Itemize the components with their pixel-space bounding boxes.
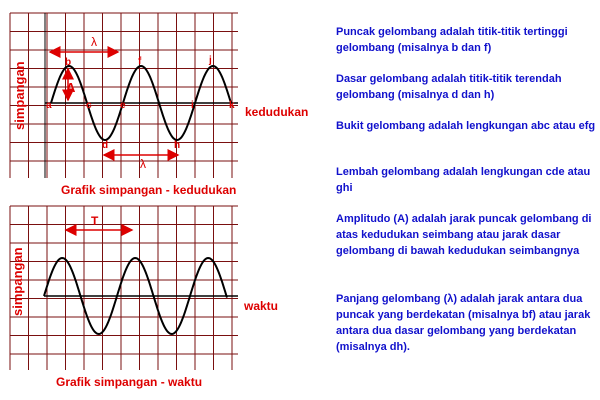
point-label-b: b xyxy=(65,57,71,68)
bottom-graph-caption: Grafik simpangan - waktu xyxy=(56,375,202,389)
description-amplitude: Amplitudo (A) adalah jarak puncak gelomb… xyxy=(336,213,592,257)
point-label-i: i xyxy=(191,100,194,111)
bottom-graph-ylabel: simpangan xyxy=(10,247,25,316)
point-label-c: c xyxy=(86,100,92,111)
point-label-k: k xyxy=(229,100,235,111)
description-hill: Bukit gelombang adalah lengkungan abc at… xyxy=(336,120,596,132)
top-graph-ylabel: simpangan xyxy=(12,61,27,130)
point-label-h: h xyxy=(174,140,180,151)
period-label: T xyxy=(91,214,99,228)
amplitude-label: A xyxy=(66,80,76,95)
bottom-graph-grid xyxy=(9,205,238,370)
top-graph-grid xyxy=(9,12,238,178)
bottom-graph: T simpangan waktu Grafik simpangan - wak… xyxy=(9,205,278,389)
bottom-graph-wave xyxy=(43,256,228,336)
description-crest: Puncak gelombang adalah titik-titik tert… xyxy=(336,26,568,54)
point-label-j: j xyxy=(208,55,212,66)
top-graph-wave xyxy=(50,64,232,142)
top-graph-xlabel: kedudukan xyxy=(245,105,308,119)
wavelength-label-top: λ xyxy=(91,35,97,49)
top-graph: λ A λ a b c d e f h i j k simpangan kedu… xyxy=(9,12,308,197)
description-trough: Dasar gelombang adalah titik-titik teren… xyxy=(336,73,562,101)
point-label-e: e xyxy=(120,100,126,111)
description-wavelength: Panjang gelombang (λ) adalah jarak antar… xyxy=(336,293,591,353)
point-label-d: d xyxy=(102,140,108,151)
description-valley: Lembah gelombang adalah lengkungan cde a… xyxy=(336,166,591,194)
bottom-graph-xlabel: waktu xyxy=(243,299,278,313)
top-graph-caption: Grafik simpangan - kedudukan xyxy=(61,183,236,197)
point-label-a: a xyxy=(46,100,52,111)
point-label-f: f xyxy=(138,56,142,67)
wavelength-label-bottom: λ xyxy=(140,157,146,171)
